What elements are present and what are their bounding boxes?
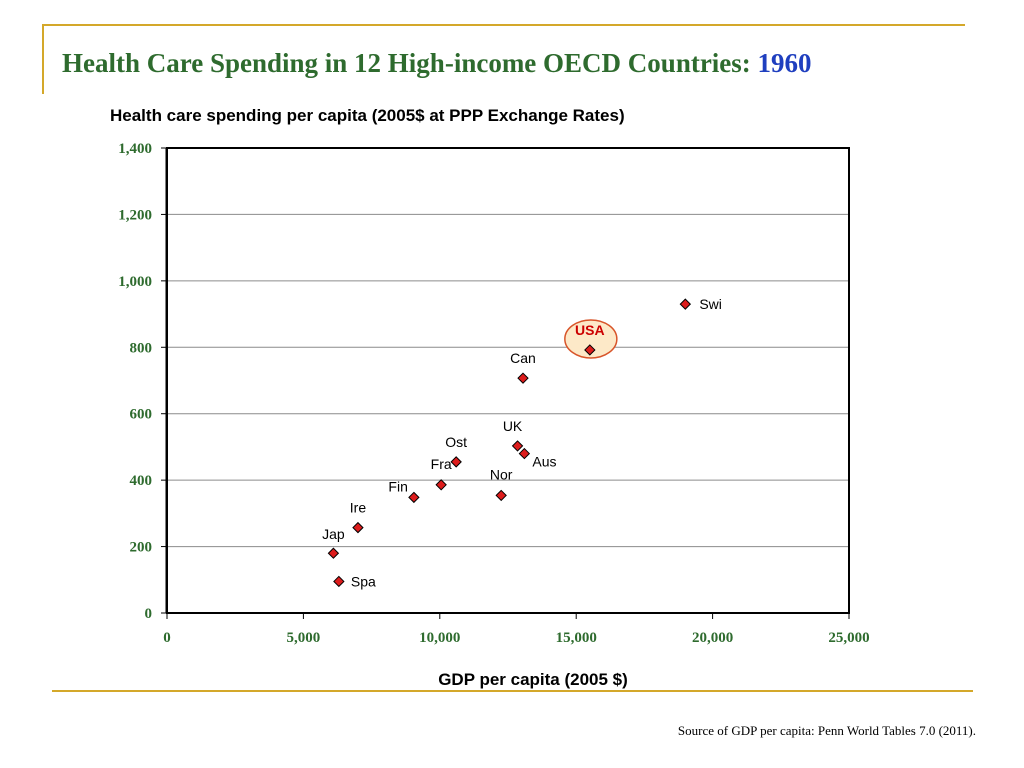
point-label-ost: Ost bbox=[445, 434, 467, 450]
slide-title-year: 1960 bbox=[757, 48, 812, 78]
point-label-can: Can bbox=[510, 350, 536, 366]
point-marker-nor bbox=[495, 489, 507, 502]
point-label-spa: Spa bbox=[351, 573, 376, 589]
point-marker-ire bbox=[352, 521, 364, 534]
point-label-aus: Aus bbox=[532, 454, 556, 470]
point-marker-fin bbox=[408, 491, 420, 504]
x-tick-label: 10,000 bbox=[419, 630, 460, 646]
plot-frame bbox=[166, 147, 850, 614]
point-label-nor: Nor bbox=[490, 466, 513, 482]
point-marker-spa bbox=[333, 575, 345, 588]
point-label-ire: Ire bbox=[350, 500, 367, 516]
y-tick-label: 1,200 bbox=[118, 207, 152, 223]
x-tick-label: 0 bbox=[163, 630, 171, 646]
x-axis-label: GDP per capita (2005 $) bbox=[438, 670, 628, 689]
point-marker-ost bbox=[450, 456, 462, 468]
x-tick-label: 15,000 bbox=[556, 630, 597, 646]
slide-title-main: Health Care Spending in 12 High-income O… bbox=[62, 48, 758, 78]
point-marker-swi bbox=[679, 298, 692, 310]
x-tick-label: 25,000 bbox=[828, 630, 869, 646]
usa-highlight-ellipse bbox=[564, 319, 618, 359]
y-tick-label: 1,400 bbox=[118, 141, 152, 157]
point-marker-fra bbox=[435, 479, 447, 491]
y-tick-label: 800 bbox=[130, 340, 153, 356]
point-label-fra: Fra bbox=[431, 456, 452, 472]
top-rule bbox=[42, 24, 965, 26]
slide-title: Health Care Spending in 12 High-income O… bbox=[62, 48, 812, 79]
y-tick-label: 600 bbox=[130, 407, 153, 423]
point-label-jap: Jap bbox=[322, 526, 345, 542]
source-note: Source of GDP per capita: Penn World Tab… bbox=[677, 723, 976, 738]
point-marker-uk bbox=[511, 440, 524, 452]
point-label-fin: Fin bbox=[388, 478, 407, 494]
chart-title: Health care spending per capita (2005$ a… bbox=[110, 106, 625, 125]
point-label-swi: Swi bbox=[699, 296, 722, 312]
x-tick-label: 5,000 bbox=[287, 630, 321, 646]
point-marker-usa bbox=[584, 344, 596, 356]
point-marker-can bbox=[517, 372, 529, 384]
point-marker-jap bbox=[327, 547, 340, 559]
y-tick-label: 0 bbox=[145, 606, 153, 622]
point-label-uk: UK bbox=[503, 418, 523, 434]
left-rule bbox=[42, 24, 44, 94]
y-tick-label: 1,000 bbox=[118, 274, 152, 290]
y-tick-label: 400 bbox=[130, 473, 153, 489]
y-tick-label: 200 bbox=[130, 540, 153, 556]
x-tick-label: 20,000 bbox=[692, 630, 733, 646]
point-marker-aus bbox=[518, 447, 531, 460]
point-label-usa: USA bbox=[575, 322, 605, 338]
bottom-rule bbox=[52, 690, 973, 692]
